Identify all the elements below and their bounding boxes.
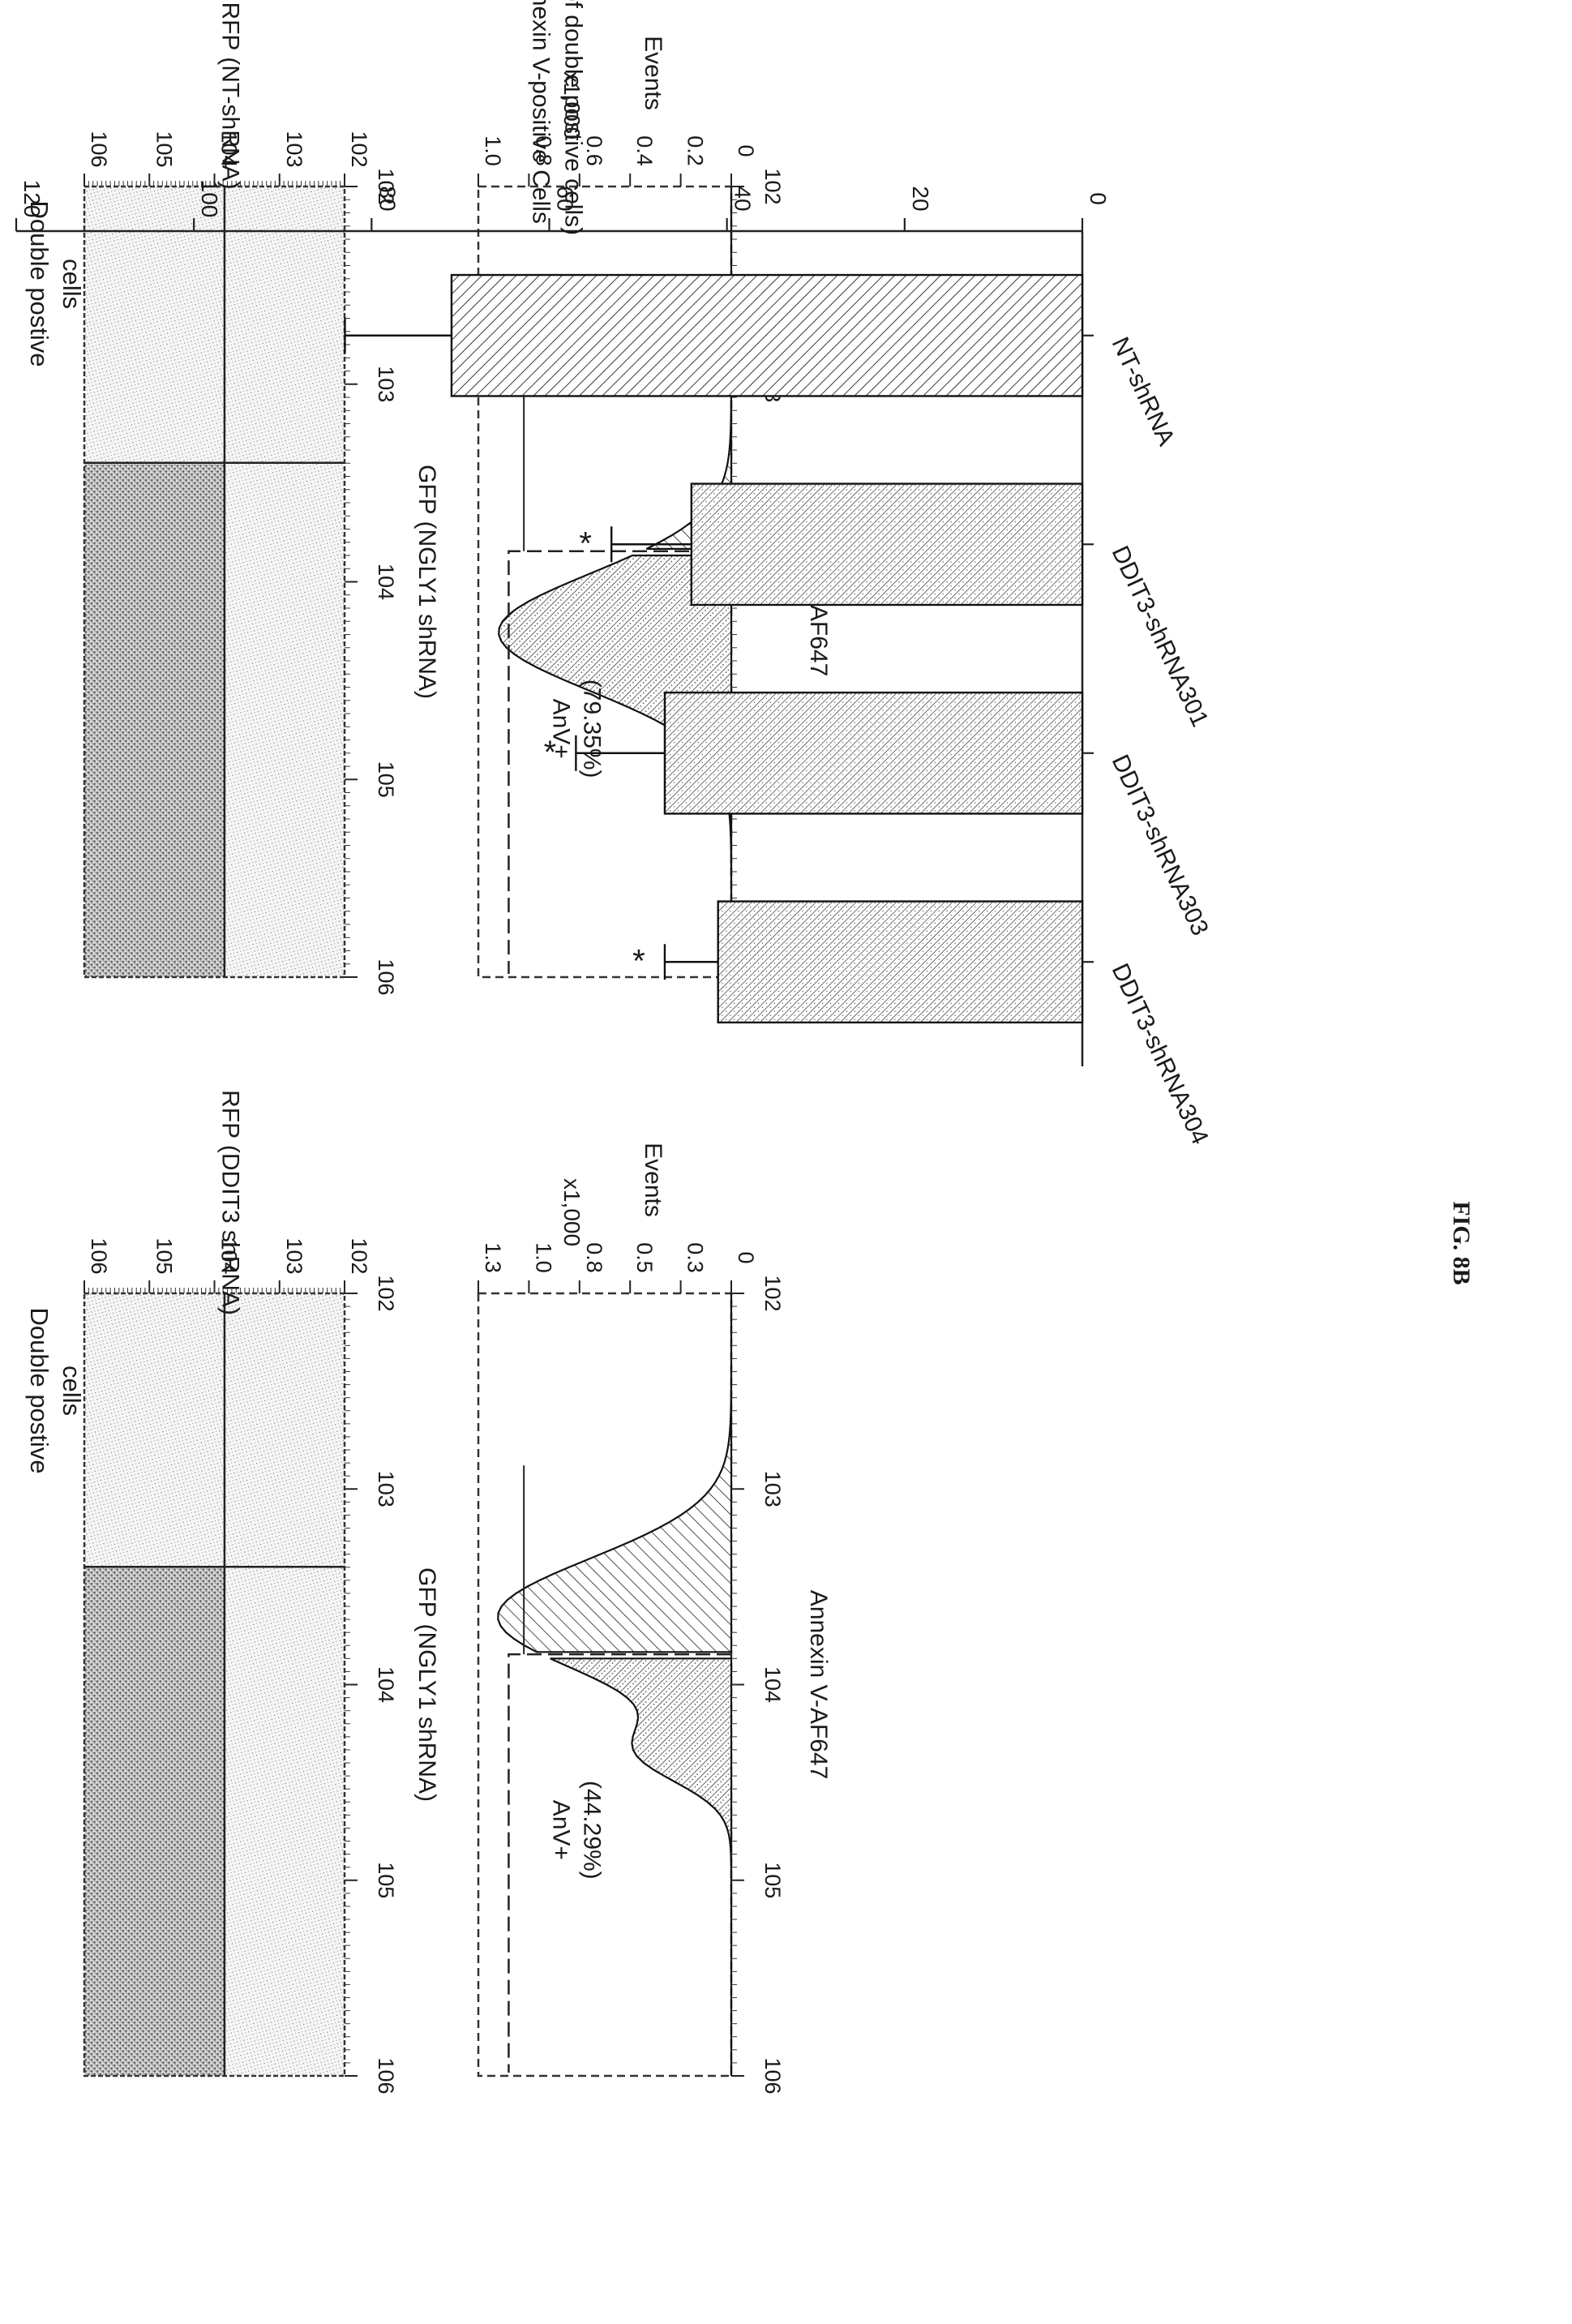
y-axis-multiplier: x1,000 [559, 1178, 585, 1246]
y-tick-label: 105 [152, 1237, 176, 1274]
y-tick-label: 106 [87, 131, 111, 167]
significance-marker: * [579, 525, 592, 561]
y-tick-label: 104 [217, 1237, 242, 1274]
gfp-only-quadrant [224, 462, 345, 977]
y-axis-label: Events [640, 36, 666, 110]
y-tick-label: 106 [87, 1237, 111, 1274]
y-tick-label: 0.5 [632, 1242, 657, 1273]
value-axis-label: (% of double postive cells) [560, 0, 587, 235]
annexin-gate [508, 550, 731, 974]
plot-frame [477, 185, 733, 979]
significance-marker: * [632, 943, 645, 979]
y-axis-multiplier: x1,000 [559, 71, 585, 139]
x-tick-label: 103 [760, 1471, 785, 1507]
x-tick-label: 104 [374, 564, 398, 600]
significance-marker: * [544, 735, 557, 770]
flow-density-nt: 102 103 104 105 106 GFP (NGLY1 shRNA) 102 103 10… [25, 2, 440, 995]
flow-density-ddit3: 102 103 104 105 106 GFP (NGLY1 shRNA) 102 103 10… [25, 1090, 440, 2094]
value-axis-label: Annexin V-positive Cells [528, 0, 555, 224]
x-tick-label: 106 [374, 958, 398, 995]
y-axis-label: Events [640, 1143, 666, 1217]
gate-label: AnV+ [547, 1800, 574, 1860]
bar-chart-title: SK-MEL-2_shRNA645 (72h) [0, 397, 2, 714]
panel-title-line: cells [58, 1366, 86, 1416]
gate-percent: (79.35%) [578, 680, 605, 778]
value-tick-label: 80 [375, 186, 400, 211]
y-tick-label: 105 [152, 131, 176, 167]
value-tick-label: 120 [19, 180, 45, 218]
value-tick-label: 40 [730, 186, 756, 211]
category-label: DDIT3-shRNA304 [1107, 959, 1214, 1148]
x-axis-label: GFP (NGLY1 shRNA) [413, 465, 440, 699]
panel-title-line: Double postive [25, 200, 54, 367]
panel-title-line: Double postive [25, 1307, 54, 1473]
double-positive-quadrant [84, 462, 225, 977]
category-label: DDIT3-shRNA303 [1107, 751, 1214, 940]
y-axis-label: RFP (NT-shRNA) [217, 2, 244, 189]
x-tick-label: 103 [374, 1471, 398, 1507]
x-tick-label: 102 [760, 168, 785, 204]
y-tick-label: 1.0 [481, 135, 505, 166]
rfp-only-quadrant [84, 1293, 225, 1567]
rfp-only-quadrant [84, 187, 225, 463]
x-tick-label: 102 [374, 168, 398, 204]
gfp-only-quadrant [224, 1567, 345, 2076]
value-tick-label: 60 [553, 186, 578, 211]
gate-percent: (44.29%) [578, 1781, 605, 1880]
y-tick-label: 0.4 [632, 135, 657, 166]
annexin-positive-population [550, 1657, 733, 2076]
category-label: NT-shRNA [1107, 333, 1180, 450]
x-tick-label: 104 [760, 1666, 785, 1703]
y-tick-label: 103 [282, 131, 306, 167]
y-tick-label: 102 [347, 1237, 371, 1274]
x-tick-label: 102 [374, 1275, 398, 1311]
histogram-ddit3: AnV+ (44.29%) 102 103 104 105 106 Annexin V-AF6… [477, 1143, 832, 2095]
value-tick-label: 0 [1086, 192, 1111, 205]
y-tick-label: 0.2 [683, 135, 708, 166]
y-tick-label: 0.8 [582, 1242, 606, 1273]
y-tick-label: 0.8 [531, 135, 555, 166]
figure-label: FIG. 8B [1448, 1201, 1471, 1284]
value-tick-label: 20 [908, 186, 933, 211]
value-tick-label: 100 [197, 180, 222, 218]
y-axis-label: RFP (DDIT3 shRNA) [217, 1090, 244, 1315]
y-tick-label: 0 [734, 144, 758, 157]
x-tick-label: 106 [760, 2057, 785, 2094]
x-axis-label: GFP (NGLY1 shRNA) [413, 1567, 440, 1802]
annexin-gate [508, 1653, 731, 2073]
x-tick-label: 104 [374, 1666, 398, 1703]
x-tick-label: 105 [374, 761, 398, 798]
x-tick-label: 103 [374, 366, 398, 402]
y-tick-label: 104 [217, 131, 242, 167]
x-tick-label: 105 [374, 1862, 398, 1898]
double-positive-quadrant [84, 1567, 225, 2076]
y-tick-label: 1.3 [481, 1242, 505, 1273]
bar [717, 900, 1084, 1024]
plot-frame [477, 1292, 733, 2077]
panel-title-line: cells [58, 259, 86, 309]
x-tick-label: 102 [760, 1275, 785, 1311]
gate-label: AnV+ [547, 699, 574, 759]
y-tick-label: 0.6 [582, 135, 606, 166]
y-tick-label: 0 [734, 1251, 758, 1263]
category-label: DDIT3-shRNA301 [1107, 542, 1214, 731]
x-tick-label: 105 [760, 1862, 785, 1898]
bar [450, 273, 1084, 397]
negative-population [497, 1293, 733, 1653]
y-tick-label: 102 [347, 131, 371, 167]
x-axis-label: Annexin V-AF647 [805, 1590, 832, 1779]
x-tick-label: 106 [374, 2057, 398, 2094]
y-tick-label: 0.3 [683, 1242, 708, 1273]
y-tick-label: 1.0 [531, 1242, 555, 1273]
bar [690, 482, 1084, 607]
y-tick-label: 103 [282, 1237, 306, 1274]
bar [663, 691, 1084, 815]
figure-label-container: FIG. 8B [1448, 1201, 1471, 1284]
